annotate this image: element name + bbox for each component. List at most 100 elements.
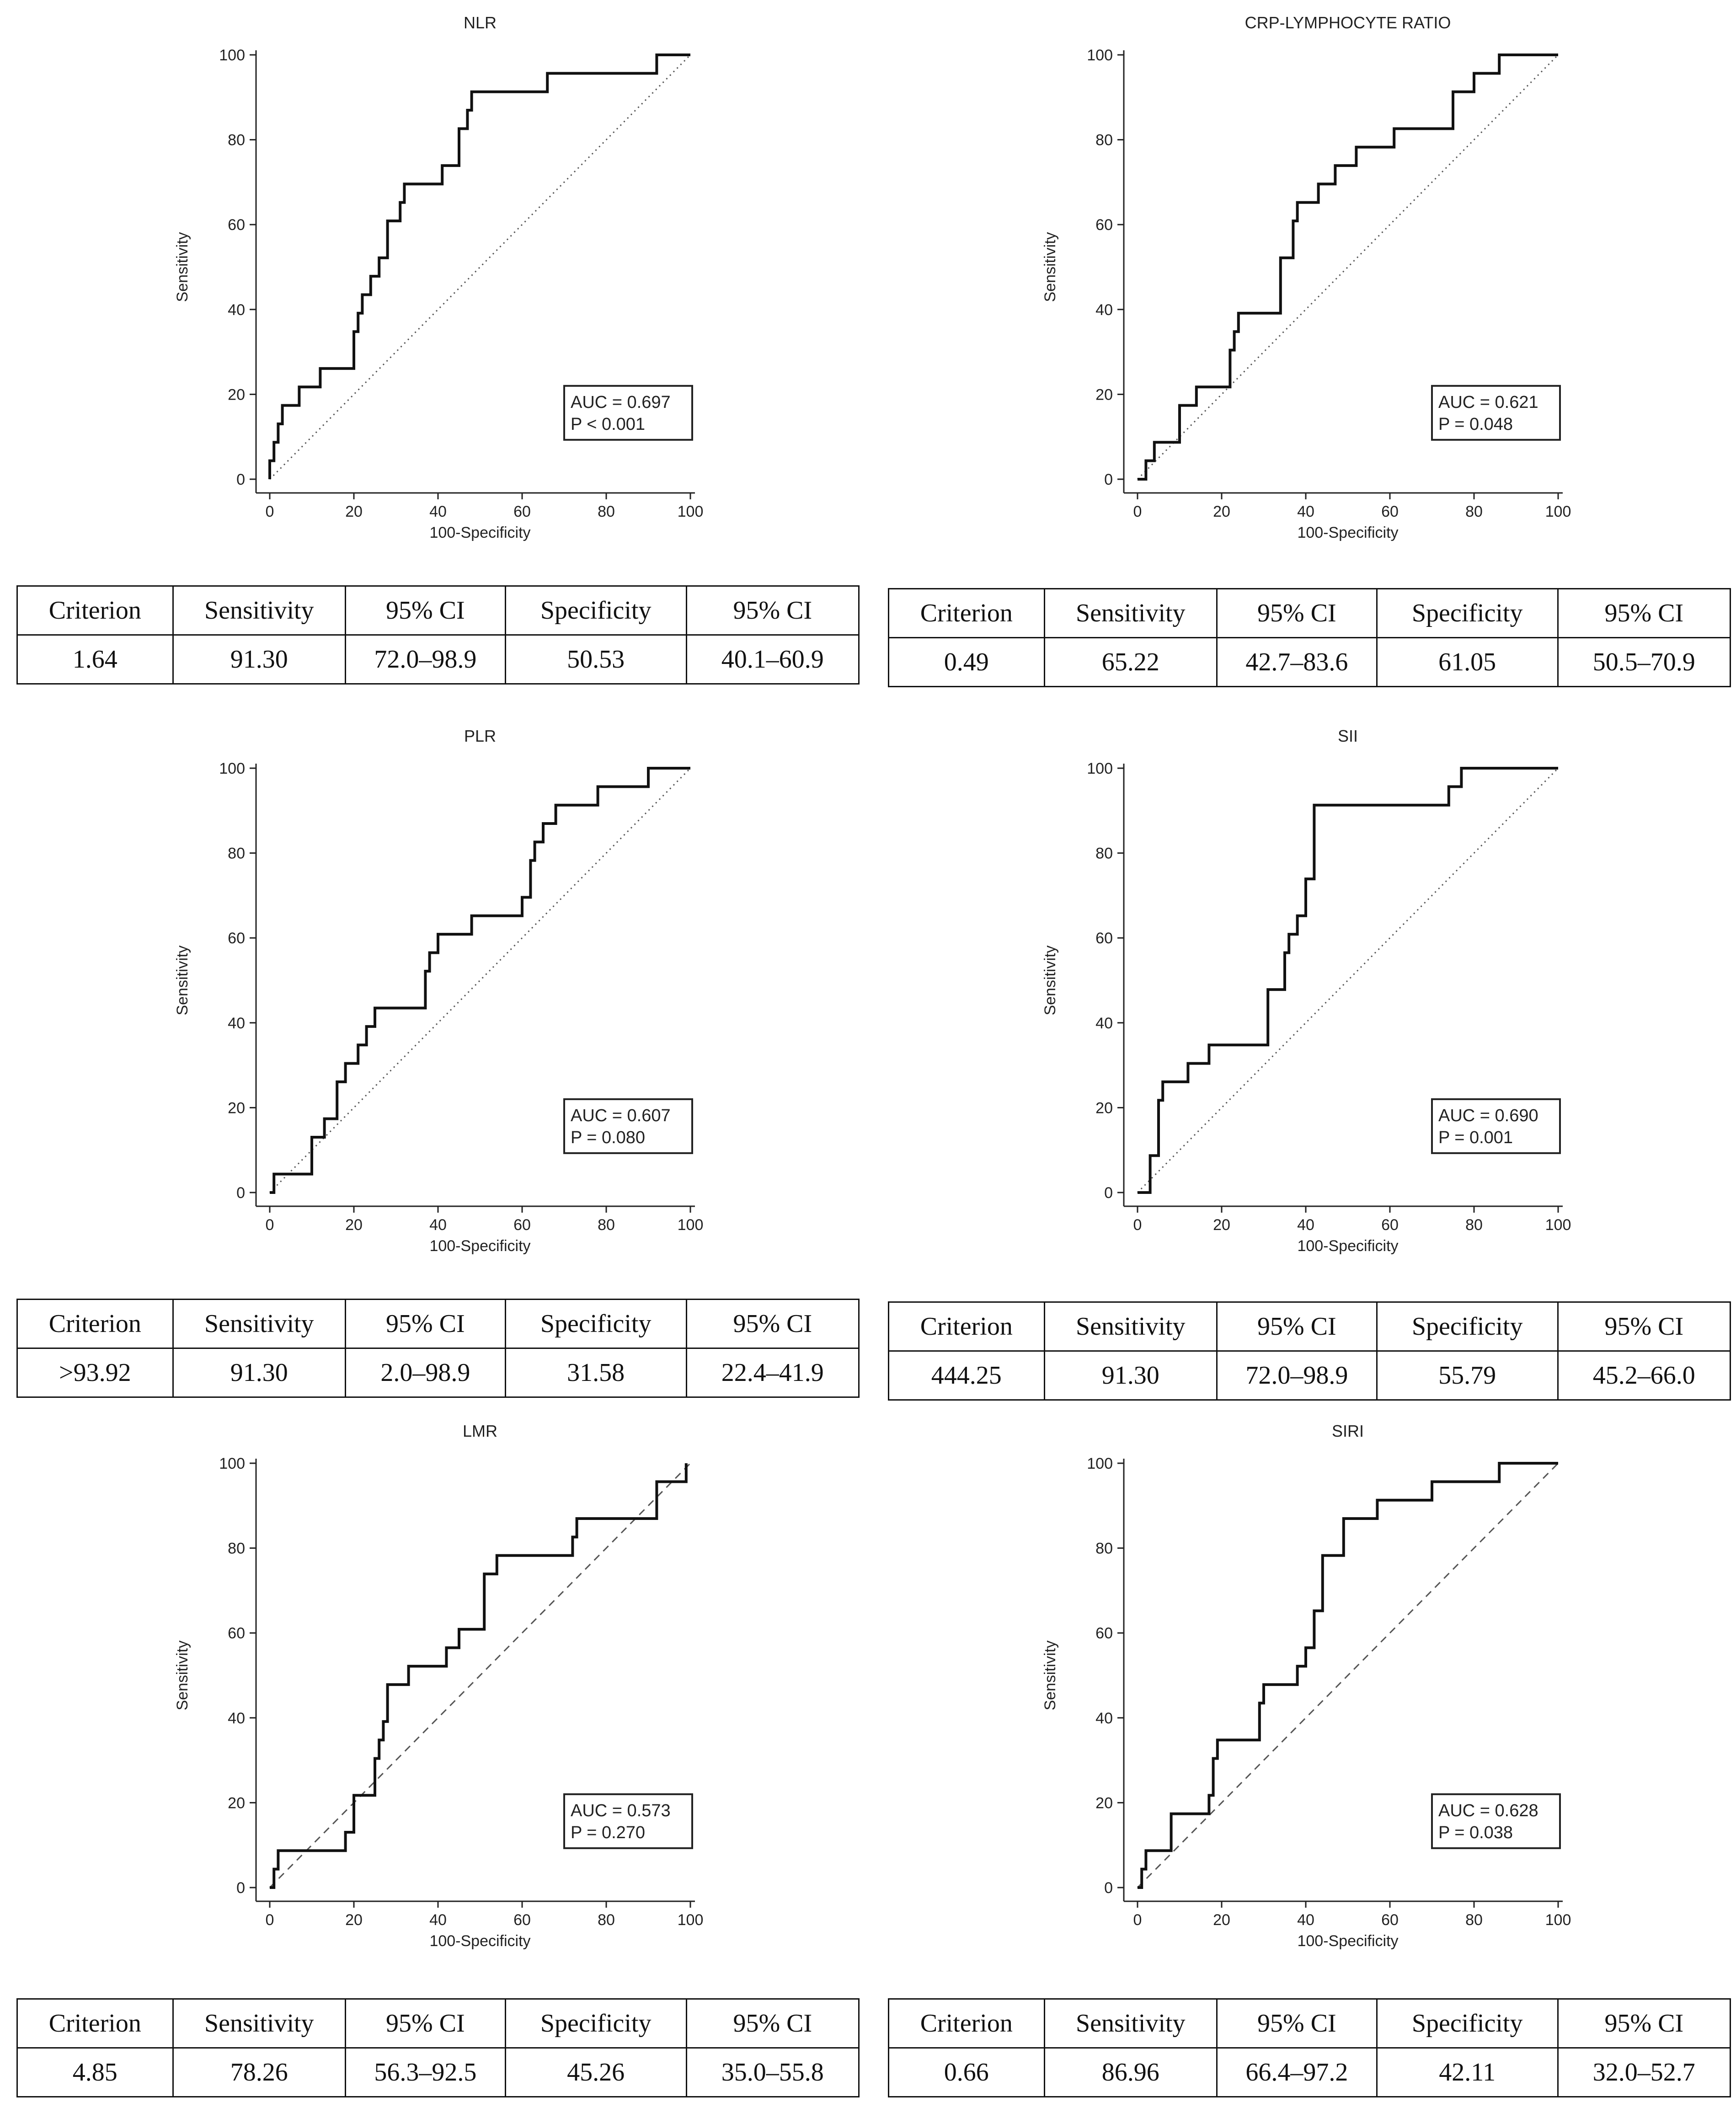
x-tick-label: 60 xyxy=(513,1216,531,1234)
cell-sensitivity-ci: 42.7–83.6 xyxy=(1216,637,1378,687)
header-sensitivity: Sensitivity xyxy=(172,585,346,636)
cell-sensitivity-ci: 56.3–92.5 xyxy=(344,2047,506,2097)
x-tick-label: 20 xyxy=(345,1911,363,1929)
auc-label: AUC = 0.628 xyxy=(1438,1801,1538,1820)
y-axis-title: Sensitivity xyxy=(174,1640,191,1710)
cell-sensitivity: 91.30 xyxy=(172,634,346,685)
auc-box xyxy=(1431,1793,1561,1849)
roc-svg: SII 0 20 40 60 80 100 0 20 40 60 80 100 100-Specifici… xyxy=(1042,727,1571,1255)
cell-criterion: 0.66 xyxy=(888,2047,1045,2097)
x-tick-label: 40 xyxy=(1297,1216,1314,1234)
y-tick-label: 80 xyxy=(228,132,245,149)
header-criterion: Criterion xyxy=(16,1299,174,1349)
y-tick-label: 80 xyxy=(1095,132,1113,149)
y-axis-title: Sensitivity xyxy=(1042,1640,1059,1710)
x-tick-label: 100 xyxy=(1545,503,1571,520)
table-header-row: Criterion Sensitivity 95% CI Specificity… xyxy=(888,1998,1731,2049)
y-tick-label: 20 xyxy=(1095,1794,1113,1812)
table-row: 0.66 86.96 66.4–97.2 42.11 32.0–52.7 xyxy=(888,2047,1731,2097)
y-tick-label: 100 xyxy=(219,1455,245,1472)
x-axis-title: 100-Specificity xyxy=(429,1932,530,1950)
x-tick-label: 0 xyxy=(1133,503,1142,520)
header-criterion: Criterion xyxy=(888,1301,1045,1352)
roc-svg: SIRI 0 20 40 60 80 100 0 20 40 60 80 100 100-Specific… xyxy=(1042,1422,1571,1950)
y-tick-label: 60 xyxy=(1095,1625,1113,1642)
header-sensitivity: Sensitivity xyxy=(172,1998,346,2049)
chart-title: PLR xyxy=(464,727,496,745)
y-tick-label: 80 xyxy=(228,845,245,862)
y-tick-label: 60 xyxy=(1095,930,1113,947)
roc-chart: SII 0 20 40 60 80 100 0 20 40 60 80 100 100-Specifici… xyxy=(868,713,1736,1276)
cell-specificity-ci: 22.4–41.9 xyxy=(685,1348,860,1398)
x-tick-label: 40 xyxy=(429,1911,447,1929)
stats-table: Criterion Sensitivity 95% CI Specificity… xyxy=(16,1998,860,2097)
cell-specificity: 31.58 xyxy=(504,1348,687,1398)
auc-label: AUC = 0.621 xyxy=(1438,393,1538,412)
y-tick-label: 0 xyxy=(236,1879,245,1897)
roc-svg: PLR 0 20 40 60 80 100 0 20 40 60 80 100 100-Specifici… xyxy=(174,727,704,1255)
x-axis-title: 100-Specificity xyxy=(1297,524,1398,541)
table-header-row: Criterion Sensitivity 95% CI Specificity… xyxy=(16,1998,860,2049)
y-tick-label: 0 xyxy=(236,471,245,488)
table-row: 1.64 91.30 72.0–98.9 50.53 40.1–60.9 xyxy=(16,634,860,685)
header-sensitivity-ci: 95% CI xyxy=(1216,588,1378,638)
table-header-row: Criterion Sensitivity 95% CI Specificity… xyxy=(888,1301,1731,1352)
x-tick-label: 0 xyxy=(266,1911,274,1929)
x-tick-label: 80 xyxy=(598,1216,615,1234)
stats-table: Criterion Sensitivity 95% CI Specificity… xyxy=(888,1301,1731,1401)
y-tick-label: 80 xyxy=(1095,1540,1113,1557)
header-sensitivity: Sensitivity xyxy=(172,1299,346,1349)
roc-svg: CRP-LYMPHOCYTE RATIO 0 20 40 60 80 100 0 20 40 60 8… xyxy=(1042,13,1571,541)
table-header-row: Criterion Sensitivity 95% CI Specificity… xyxy=(16,1299,860,1349)
x-tick-label: 20 xyxy=(345,503,363,520)
x-tick-label: 80 xyxy=(598,1911,615,1929)
cell-specificity-ci: 32.0–52.7 xyxy=(1557,2047,1731,2097)
header-specificity-ci: 95% CI xyxy=(685,1299,860,1349)
x-axis-title: 100-Specificity xyxy=(429,524,530,541)
roc-curve xyxy=(1138,1462,1558,1889)
y-tick-label: 40 xyxy=(228,301,245,319)
chart-title: CRP-LYMPHOCYTE RATIO xyxy=(1245,13,1451,32)
y-tick-label: 0 xyxy=(1104,1184,1113,1202)
cell-sensitivity: 86.96 xyxy=(1043,2047,1218,2097)
cell-criterion: 1.64 xyxy=(16,634,174,685)
cell-sensitivity: 78.26 xyxy=(172,2047,346,2097)
y-axis-title: Sensitivity xyxy=(1042,232,1059,302)
cell-specificity-ci: 50.5–70.9 xyxy=(1557,637,1731,687)
chart-title: SIRI xyxy=(1332,1422,1364,1440)
p-value-label: P = 0.270 xyxy=(571,1823,645,1842)
table-row: >93.92 91.30 2.0–98.9 31.58 22.4–41.9 xyxy=(16,1348,860,1398)
y-tick-label: 40 xyxy=(228,1710,245,1727)
header-specificity: Specificity xyxy=(504,1299,687,1349)
header-specificity: Specificity xyxy=(504,585,687,636)
roc-svg: LMR 0 20 40 60 80 100 0 20 40 60 80 100 100-Specifici… xyxy=(174,1422,703,1950)
cell-criterion: 444.25 xyxy=(888,1350,1045,1401)
header-specificity: Specificity xyxy=(1376,1301,1559,1352)
header-specificity-ci: 95% CI xyxy=(1557,588,1731,638)
roc-chart: PLR 0 20 40 60 80 100 0 20 40 60 80 100 100-Specifici… xyxy=(0,713,868,1276)
y-tick-label: 20 xyxy=(228,1794,245,1812)
x-tick-label: 40 xyxy=(1297,1911,1314,1929)
reference-diagonal-line xyxy=(1137,1462,1559,1888)
x-tick-label: 100 xyxy=(1545,1216,1571,1234)
header-specificity-ci: 95% CI xyxy=(685,1998,860,2049)
cell-sensitivity: 91.30 xyxy=(172,1348,346,1398)
y-tick-label: 100 xyxy=(1087,760,1113,777)
x-tick-label: 80 xyxy=(1465,503,1483,520)
auc-box xyxy=(1431,385,1561,441)
header-specificity: Specificity xyxy=(504,1998,687,2049)
roc-curve xyxy=(268,53,690,479)
cell-sensitivity-ci: 2.0–98.9 xyxy=(344,1348,506,1398)
chart-title: SII xyxy=(1338,727,1358,745)
roc-panel-sii: SII 0 20 40 60 80 100 0 20 40 60 80 100 100-Specifici… xyxy=(868,713,1736,1418)
x-tick-label: 60 xyxy=(1381,1216,1399,1234)
table-row: 444.25 91.30 72.0–98.9 55.79 45.2–66.0 xyxy=(888,1350,1731,1401)
y-tick-label: 100 xyxy=(1087,47,1113,64)
auc-box xyxy=(563,1793,693,1849)
table-header-row: Criterion Sensitivity 95% CI Specificity… xyxy=(16,585,860,636)
x-tick-label: 100 xyxy=(678,1216,704,1234)
x-tick-label: 80 xyxy=(1465,1216,1483,1234)
roc-curve xyxy=(270,767,690,1194)
auc-box xyxy=(1431,1098,1561,1154)
header-sensitivity-ci: 95% CI xyxy=(344,1299,506,1349)
